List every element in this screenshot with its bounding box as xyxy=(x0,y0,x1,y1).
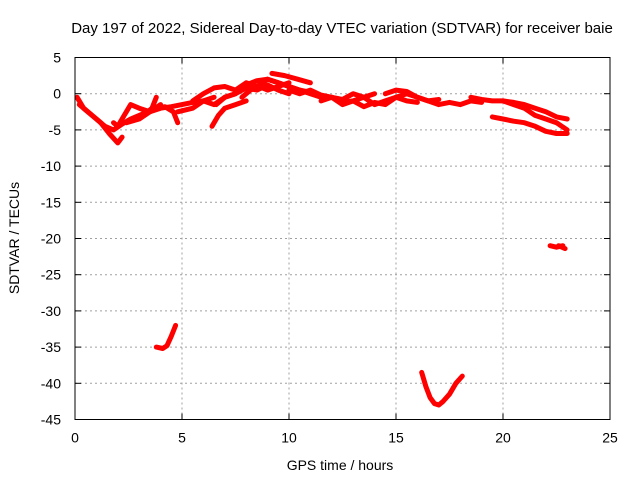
series-arc-20 xyxy=(556,243,568,252)
y-tick-label: -40 xyxy=(41,375,61,391)
y-tick-label: -35 xyxy=(41,339,61,355)
y-tick-label: -20 xyxy=(41,231,61,247)
series-arc-17 xyxy=(489,114,570,136)
series-arc-22 xyxy=(419,369,465,408)
series-arc-18 xyxy=(500,98,570,133)
x-tick-labels: 0 5 10 15 20 25 xyxy=(71,430,618,446)
x-tick-label: 5 xyxy=(178,430,186,446)
y-tick-label: -10 xyxy=(41,158,61,174)
series-arc-8 xyxy=(209,98,249,129)
x-tick-label: 25 xyxy=(602,430,618,446)
x-tick-label: 0 xyxy=(71,430,79,446)
series-arc-15 xyxy=(382,87,485,108)
x-tick-label: 10 xyxy=(281,430,297,446)
series-arc-16 xyxy=(468,94,570,122)
series-arc-14 xyxy=(329,94,420,110)
series-arc-11 xyxy=(269,70,313,86)
series-arc-9 xyxy=(213,76,313,108)
y-axis-label: SDTVAR / TECUs xyxy=(6,182,22,294)
y-tick-label: -30 xyxy=(41,303,61,319)
grid-lines xyxy=(75,57,610,420)
y-tick-label: -5 xyxy=(49,122,62,138)
axis-ticks xyxy=(74,57,611,420)
x-tick-label: 15 xyxy=(388,430,404,446)
x-axis-label: GPS time / hours xyxy=(287,457,394,473)
y-tick-label: 0 xyxy=(53,86,61,102)
series-arc-10 xyxy=(239,80,292,100)
chart-title: Day 197 of 2022, Sidereal Day-to-day VTE… xyxy=(71,20,613,37)
y-tick-label: -45 xyxy=(41,412,61,428)
series-arc-21 xyxy=(153,322,179,351)
series-arc-5 xyxy=(141,94,159,118)
y-tick-labels: 5 0 -5 -10 -15 -20 -25 -30 -35 -40 -45 xyxy=(41,50,61,428)
y-tick-label: -25 xyxy=(41,267,61,283)
y-tick-label: -15 xyxy=(41,194,61,210)
data-traces xyxy=(74,70,570,408)
x-tick-label: 20 xyxy=(495,430,511,446)
y-tick-label: 5 xyxy=(53,50,61,66)
